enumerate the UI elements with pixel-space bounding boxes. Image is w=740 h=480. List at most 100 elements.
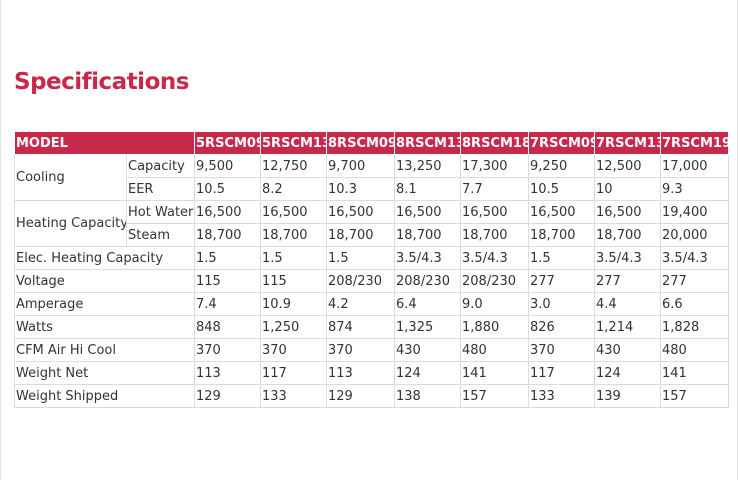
table-row: Amperage 7.4 10.9 4.2 6.4 9.0 3.0 4.4 6.… <box>13 292 730 316</box>
table-cell: 16,500 <box>528 200 596 224</box>
table-row: Elec. Heating Capacity 1.5 1.5 1.5 3.5/4… <box>13 246 730 270</box>
header-model-7rscm13: 7RSCM13 <box>594 131 662 155</box>
table-cell: 124 <box>394 361 462 385</box>
table-cell: 208/230 <box>326 269 396 293</box>
table-cell: 1,250 <box>260 315 328 339</box>
table-row: Voltage 115 115 208/230 208/230 208/230 … <box>13 269 730 293</box>
table-cell: 370 <box>326 338 396 362</box>
table-cell: 18,700 <box>326 223 396 247</box>
row-sub-label: Steam <box>125 223 196 247</box>
table-row: EER 10.5 8.2 10.3 8.1 7.7 10.5 10 9.3 <box>15 177 730 201</box>
table-cell: 10 <box>594 177 662 201</box>
table-cell: 9,500 <box>194 154 262 178</box>
table-row: CFM Air Hi Cool 370 370 370 430 480 370 … <box>13 338 730 362</box>
table-cell: 16,500 <box>460 200 530 224</box>
table-cell: 17,000 <box>660 154 730 178</box>
table-cell: 18,700 <box>394 223 462 247</box>
header-model: MODEL <box>13 131 196 155</box>
table-cell: 16,500 <box>394 200 462 224</box>
specifications-table: MODEL 5RSCM09 5RSCM13 8RSCM09 8RSCM13 8R… <box>13 131 730 408</box>
page-title: Specifications <box>14 69 189 95</box>
table-cell: 16,500 <box>594 200 662 224</box>
table-cell: 7.7 <box>460 177 530 201</box>
table-cell: 9.3 <box>660 177 730 201</box>
table-cell: 826 <box>528 315 596 339</box>
row-label: Watts <box>13 315 196 339</box>
table-cell: 16,500 <box>260 200 328 224</box>
table-cell: 8.2 <box>260 177 328 201</box>
header-model-7rscm19: 7RSCM19 <box>660 131 730 155</box>
row-sub-label: Hot Water <box>125 200 196 224</box>
table-cell: 848 <box>194 315 262 339</box>
table-row: Heating Capacity Hot Water 16,500 16,500… <box>14 200 730 247</box>
table-cell: 370 <box>260 338 328 362</box>
table-cell: 9,250 <box>528 154 596 178</box>
table-cell: 113 <box>326 361 396 385</box>
table-cell: 115 <box>194 269 262 293</box>
table-cell: 7.4 <box>194 292 262 316</box>
table-cell: 141 <box>460 361 530 385</box>
row-label: Elec. Heating Capacity <box>13 246 196 270</box>
table-cell: 8.1 <box>394 177 462 201</box>
table-cell: 1.5 <box>528 246 596 270</box>
table-cell: 18,700 <box>194 223 262 247</box>
table-cell: 13,250 <box>394 154 462 178</box>
table-cell: 1,325 <box>394 315 462 339</box>
table-cell: 20,000 <box>660 223 730 247</box>
row-label: Weight Shipped <box>13 384 196 408</box>
table-cell: 19,400 <box>660 200 730 224</box>
table-cell: 3.0 <box>528 292 596 316</box>
table-cell: 18,700 <box>260 223 328 247</box>
table-cell: 10.9 <box>260 292 328 316</box>
table-cell: 157 <box>460 384 530 408</box>
table-cell: 6.6 <box>660 292 730 316</box>
table-cell: 370 <box>194 338 262 362</box>
table-cell: 18,700 <box>528 223 596 247</box>
table-header-row: MODEL 5RSCM09 5RSCM13 8RSCM09 8RSCM13 8R… <box>13 131 730 155</box>
frame-left-border <box>0 0 1 480</box>
row-label: Amperage <box>13 292 196 316</box>
table-row: Weight Net 113 117 113 124 141 117 124 1… <box>13 361 730 385</box>
row-sub-label: Capacity <box>125 154 196 178</box>
table-cell: 4.2 <box>326 292 396 316</box>
table-cell: 208/230 <box>460 269 530 293</box>
table-cell: 124 <box>594 361 662 385</box>
table-cell: 3.5/4.3 <box>394 246 462 270</box>
table-row: Steam 18,700 18,700 18,700 18,700 18,700… <box>15 223 730 247</box>
table-cell: 1,828 <box>660 315 730 339</box>
table-cell: 139 <box>594 384 662 408</box>
table-row: Weight Shipped 129 133 129 138 157 133 1… <box>13 384 730 408</box>
table-cell: 1,214 <box>594 315 662 339</box>
row-group-label: Heating Capacity <box>14 200 127 247</box>
header-model-8rscm09: 8RSCM09 <box>326 131 396 155</box>
row-sub-label: EER <box>125 177 196 201</box>
header-model-5rscm13: 5RSCM13 <box>260 131 328 155</box>
table-cell: 18,700 <box>594 223 662 247</box>
table-cell: 3.5/4.3 <box>660 246 730 270</box>
header-model-7rscm09: 7RSCM09 <box>528 131 596 155</box>
table-cell: 1.5 <box>326 246 396 270</box>
table-cell: 480 <box>460 338 530 362</box>
table-cell: 3.5/4.3 <box>594 246 662 270</box>
table-row: Watts 848 1,250 874 1,325 1,880 826 1,21… <box>13 315 730 339</box>
table-cell: 113 <box>194 361 262 385</box>
table-cell: 208/230 <box>394 269 462 293</box>
table-cell: 430 <box>394 338 462 362</box>
table-cell: 874 <box>326 315 396 339</box>
table-cell: 3.5/4.3 <box>460 246 530 270</box>
table-cell: 9,700 <box>326 154 396 178</box>
row-label: CFM Air Hi Cool <box>13 338 196 362</box>
table-cell: 157 <box>660 384 730 408</box>
table-cell: 117 <box>260 361 328 385</box>
table-cell: 17,300 <box>460 154 530 178</box>
header-model-5rscm09: 5RSCM09 <box>194 131 262 155</box>
table-cell: 129 <box>194 384 262 408</box>
header-model-8rscm13: 8RSCM13 <box>394 131 462 155</box>
table-cell: 277 <box>660 269 730 293</box>
table-cell: 10.5 <box>194 177 262 201</box>
table-cell: 141 <box>660 361 730 385</box>
table-cell: 10.3 <box>326 177 396 201</box>
row-label: Voltage <box>13 269 196 293</box>
row-label: Weight Net <box>13 361 196 385</box>
table-row: Cooling Capacity 9,500 12,750 9,700 13,2… <box>14 154 730 201</box>
